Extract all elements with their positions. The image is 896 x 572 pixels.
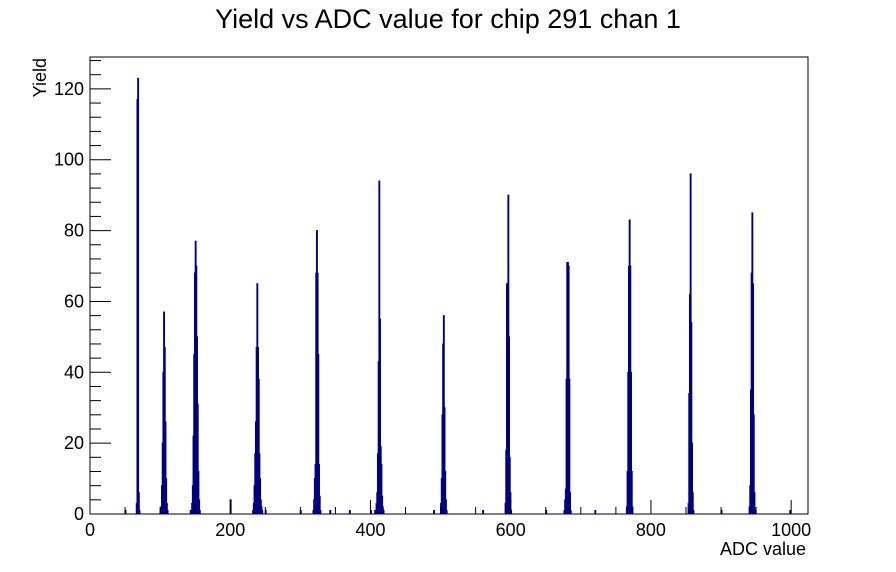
chart-title: Yield vs ADC value for chip 291 chan 1 <box>215 4 681 34</box>
y-tick-label: 60 <box>64 291 84 311</box>
y-tick-label: 100 <box>54 150 84 170</box>
histogram-bin <box>482 509 485 515</box>
x-tick-label: 600 <box>496 520 526 540</box>
histogram-bin <box>445 509 448 515</box>
y-axis: 0 20 40 60 80 100 120 <box>54 60 111 524</box>
histogram-bin <box>754 509 757 515</box>
histogram-bin <box>569 509 572 515</box>
x-tick-label: 800 <box>636 520 666 540</box>
histogram-bin <box>692 509 695 515</box>
histogram-bin <box>631 506 634 515</box>
x-axis: 0 200 400 600 800 1000 <box>85 500 811 540</box>
x-tick-label: 1000 <box>771 520 811 540</box>
histogram-bin <box>329 509 332 515</box>
histogram-bin <box>261 509 264 515</box>
histogram-bin <box>138 509 141 515</box>
histogram-bin <box>198 509 201 515</box>
y-tick-label: 40 <box>64 362 84 382</box>
plot-frame <box>89 56 809 515</box>
y-tick-label: 120 <box>54 79 84 99</box>
histogram-bars <box>124 77 792 515</box>
histogram-bin <box>433 509 435 515</box>
y-axis-label: Yield <box>30 58 50 97</box>
histogram-bin <box>374 509 377 515</box>
y-tick-label: 20 <box>64 433 84 453</box>
x-tick-label: 200 <box>215 520 245 540</box>
histogram-bin <box>382 509 385 515</box>
y-tick-label: 0 <box>74 504 84 524</box>
histogram-bin <box>594 509 597 515</box>
histogram-bin <box>189 509 192 515</box>
x-tick-label: 0 <box>85 520 95 540</box>
histogram-bin <box>166 509 169 515</box>
x-tick-label: 400 <box>355 520 385 540</box>
histogram-bin <box>789 509 792 515</box>
x-axis-label: ADC value <box>720 539 806 559</box>
y-tick-label: 80 <box>64 221 84 241</box>
histogram-bin <box>319 509 322 515</box>
histogram-bin <box>137 77 140 515</box>
plot-area: 0 200 400 600 800 1000 0 20 40 60 80 100 120 <box>54 56 811 540</box>
histogram-bin <box>348 509 351 515</box>
